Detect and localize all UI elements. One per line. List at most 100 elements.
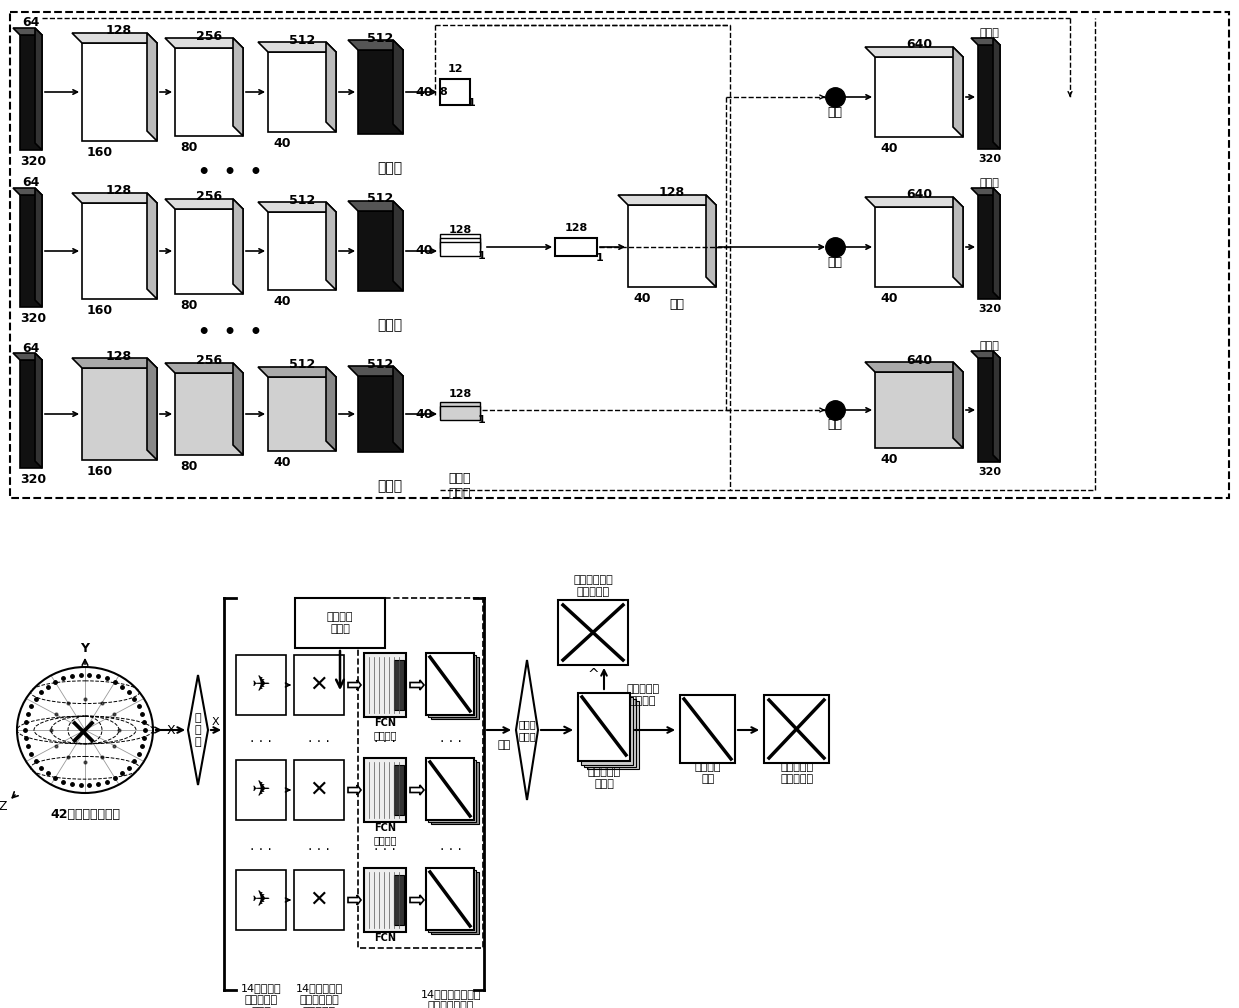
Polygon shape bbox=[35, 188, 42, 307]
Polygon shape bbox=[364, 868, 406, 932]
Polygon shape bbox=[82, 368, 157, 460]
Polygon shape bbox=[294, 655, 344, 715]
Text: 共享权重: 共享权重 bbox=[373, 835, 396, 845]
Text: 128: 128 bbox=[107, 350, 133, 363]
Polygon shape bbox=[515, 660, 538, 800]
Polygon shape bbox=[584, 699, 636, 767]
Text: 14个视点方向下各
个标签的概率图: 14个视点方向下各 个标签的概率图 bbox=[421, 989, 481, 1008]
Text: · · ·: · · · bbox=[309, 735, 330, 749]
Polygon shape bbox=[147, 193, 157, 299]
Text: •  •  •: • • • bbox=[198, 162, 263, 181]
Text: 128: 128 bbox=[565, 223, 587, 233]
Polygon shape bbox=[35, 353, 42, 468]
Polygon shape bbox=[764, 695, 829, 763]
Text: · · ·: · · · bbox=[374, 735, 396, 749]
Polygon shape bbox=[12, 28, 42, 35]
Text: 8: 8 bbox=[439, 87, 447, 97]
Text: · · ·: · · · bbox=[250, 843, 271, 857]
Polygon shape bbox=[82, 203, 157, 299]
Polygon shape bbox=[35, 28, 42, 150]
Polygon shape bbox=[971, 38, 1000, 45]
Polygon shape bbox=[558, 600, 628, 665]
Text: 拼接: 拼接 bbox=[828, 418, 843, 431]
Text: 图割算法
优化: 图割算法 优化 bbox=[695, 762, 721, 784]
Text: ✕: ✕ bbox=[66, 716, 98, 754]
Polygon shape bbox=[364, 653, 406, 717]
Bar bbox=[10, 12, 1229, 498]
Text: 320: 320 bbox=[978, 154, 1001, 164]
Polygon shape bbox=[235, 655, 286, 715]
Polygon shape bbox=[992, 351, 1000, 462]
Text: 1: 1 bbox=[478, 415, 486, 425]
Text: 64: 64 bbox=[22, 342, 40, 355]
Polygon shape bbox=[82, 43, 157, 141]
Text: 128: 128 bbox=[449, 389, 472, 399]
Polygon shape bbox=[555, 238, 597, 256]
Text: 320: 320 bbox=[20, 155, 46, 168]
Text: 64: 64 bbox=[22, 16, 40, 29]
Polygon shape bbox=[865, 362, 963, 372]
Text: 40: 40 bbox=[880, 453, 897, 466]
Text: 40: 40 bbox=[415, 86, 432, 99]
Polygon shape bbox=[971, 351, 1000, 358]
Text: 160: 160 bbox=[87, 146, 113, 159]
Text: 最大视
角池化: 最大视 角池化 bbox=[518, 719, 535, 741]
Polygon shape bbox=[971, 188, 1000, 195]
Text: 14个视点方
向下的投影
渲染图: 14个视点方 向下的投影 渲染图 bbox=[240, 984, 281, 1008]
FancyArrow shape bbox=[410, 895, 424, 905]
Polygon shape bbox=[440, 79, 470, 105]
Polygon shape bbox=[72, 358, 157, 368]
Text: 40: 40 bbox=[880, 142, 897, 155]
Text: · · ·: · · · bbox=[250, 735, 271, 749]
Polygon shape bbox=[628, 205, 716, 287]
Polygon shape bbox=[358, 50, 403, 134]
Polygon shape bbox=[394, 875, 404, 925]
Text: 256: 256 bbox=[196, 29, 222, 42]
Text: 256: 256 bbox=[196, 355, 222, 368]
Text: 反投: 反投 bbox=[497, 740, 510, 750]
FancyArrow shape bbox=[348, 680, 361, 690]
Polygon shape bbox=[875, 372, 963, 448]
Text: 共享权重: 共享权重 bbox=[373, 730, 396, 740]
Polygon shape bbox=[427, 760, 476, 822]
Text: 最大视
角池化: 最大视 角池化 bbox=[449, 472, 471, 500]
Polygon shape bbox=[175, 373, 243, 455]
Text: 320: 320 bbox=[978, 467, 1001, 477]
Polygon shape bbox=[431, 657, 479, 719]
Polygon shape bbox=[20, 195, 42, 307]
Polygon shape bbox=[348, 201, 403, 211]
Text: 40: 40 bbox=[273, 137, 290, 150]
Text: 拼接: 拼接 bbox=[828, 255, 843, 268]
Text: ✈: ✈ bbox=[252, 890, 270, 910]
Polygon shape bbox=[581, 697, 633, 765]
Text: 1: 1 bbox=[468, 98, 476, 108]
Polygon shape bbox=[348, 40, 403, 50]
Text: 42个视点位置分布: 42个视点位置分布 bbox=[50, 808, 120, 822]
Polygon shape bbox=[258, 367, 336, 377]
Polygon shape bbox=[326, 202, 336, 290]
Polygon shape bbox=[706, 195, 716, 287]
Polygon shape bbox=[427, 870, 476, 932]
Text: 320: 320 bbox=[20, 312, 46, 325]
Polygon shape bbox=[294, 870, 344, 930]
Polygon shape bbox=[358, 376, 403, 452]
Polygon shape bbox=[992, 188, 1000, 299]
Text: 512: 512 bbox=[367, 358, 393, 371]
Text: 128: 128 bbox=[107, 24, 133, 37]
Polygon shape bbox=[978, 45, 1000, 149]
FancyArrow shape bbox=[410, 785, 424, 795]
Text: Z: Z bbox=[0, 800, 7, 813]
Polygon shape bbox=[233, 363, 243, 455]
Text: · · ·: · · · bbox=[440, 843, 462, 857]
Text: 12: 12 bbox=[447, 64, 462, 74]
Text: 全连接: 全连接 bbox=[378, 161, 403, 175]
Polygon shape bbox=[258, 42, 336, 52]
Text: •  •  •: • • • bbox=[198, 324, 263, 343]
Text: · · ·: · · · bbox=[374, 843, 396, 857]
Text: FCN: FCN bbox=[374, 933, 396, 943]
Text: ✕: ✕ bbox=[310, 890, 328, 910]
Text: · · ·: · · · bbox=[309, 843, 330, 857]
Polygon shape bbox=[426, 868, 475, 930]
Text: 512: 512 bbox=[367, 31, 393, 44]
Polygon shape bbox=[426, 653, 475, 715]
